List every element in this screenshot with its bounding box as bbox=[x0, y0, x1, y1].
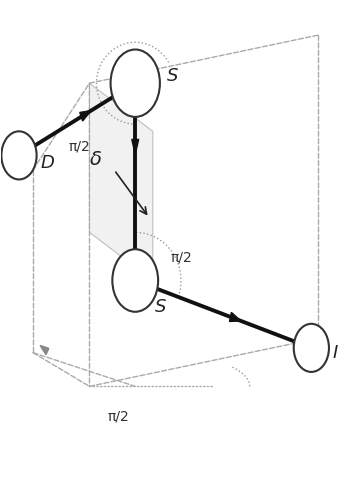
Polygon shape bbox=[132, 139, 139, 154]
Polygon shape bbox=[80, 111, 91, 121]
Text: S: S bbox=[155, 298, 166, 316]
Circle shape bbox=[294, 324, 329, 372]
Text: π/2: π/2 bbox=[170, 250, 192, 264]
Text: I: I bbox=[333, 344, 338, 362]
Text: π/2: π/2 bbox=[107, 409, 129, 423]
Polygon shape bbox=[89, 83, 153, 281]
Circle shape bbox=[110, 49, 160, 117]
Text: D: D bbox=[40, 153, 54, 172]
Circle shape bbox=[112, 249, 158, 312]
Text: δ: δ bbox=[89, 150, 101, 169]
Text: S: S bbox=[167, 67, 178, 85]
Polygon shape bbox=[40, 346, 49, 355]
Text: π/2: π/2 bbox=[68, 139, 90, 153]
Polygon shape bbox=[230, 312, 241, 321]
Circle shape bbox=[1, 131, 37, 180]
